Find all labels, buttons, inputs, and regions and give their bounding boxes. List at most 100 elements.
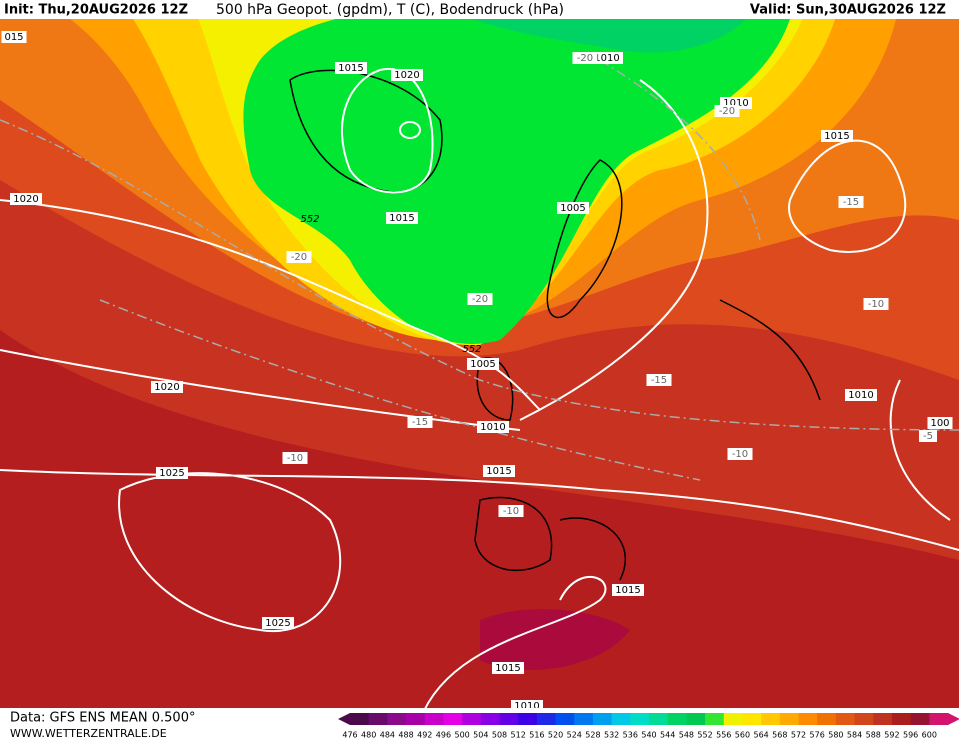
scale-label: 572 (791, 731, 806, 740)
isobar-label: 1025 (159, 468, 184, 479)
scale-label: 600 (922, 731, 937, 740)
scale-swatch (462, 713, 482, 725)
label-box (919, 430, 937, 442)
scale-swatch (854, 713, 874, 725)
scale-label: 580 (828, 731, 843, 740)
scale-label: 532 (604, 731, 619, 740)
scale-label: 520 (548, 731, 563, 740)
scale-swatch (798, 713, 818, 725)
label-box (821, 130, 853, 142)
scale-swatch (555, 713, 575, 725)
label-box (927, 417, 953, 429)
scale-label: 476 (342, 731, 357, 740)
label-box (557, 202, 589, 214)
scale-label: 588 (866, 731, 881, 740)
scale-swatch (443, 713, 463, 725)
scale-label: 584 (847, 731, 862, 740)
data-source: Data: GFS ENS MEAN 0.500° (10, 711, 195, 726)
temperature-label: -20 (472, 294, 488, 305)
temperature-label: -20 (291, 252, 307, 263)
scale-label: 552 (697, 731, 712, 740)
scale-swatch (742, 713, 762, 725)
label-box (727, 448, 753, 460)
isobar-label: 1010 (514, 701, 539, 712)
temperature-label: -15 (843, 197, 859, 208)
temperature-label: -10 (732, 449, 748, 460)
temperature-label: -20 (719, 106, 735, 117)
scale-label: 480 (361, 731, 376, 740)
label-box (286, 251, 312, 263)
scale-swatch (910, 713, 930, 725)
temperature-label: -15 (412, 417, 428, 428)
init-time: Init: Thu,20AUG2026 12Z (4, 3, 188, 18)
isobar-label: 1025 (265, 618, 290, 629)
isobar-label: 1010 (723, 98, 748, 109)
scale-label: 536 (623, 731, 638, 740)
scale-swatch (649, 713, 669, 725)
scale-label: 564 (753, 731, 768, 740)
scale-swatch (723, 713, 743, 725)
scale-label: 524 (567, 731, 582, 740)
scale-swatch (480, 713, 500, 725)
label-box (391, 69, 423, 81)
scale-swatch (536, 713, 557, 725)
label-box (714, 105, 740, 117)
valid-time: Valid: Sun,30AUG2026 12Z (750, 3, 946, 18)
scale-swatch (368, 713, 388, 725)
scale-swatch (592, 713, 613, 725)
temperature-label: -10 (287, 453, 303, 464)
scale-swatch (350, 713, 370, 725)
scale-label: 500 (454, 731, 469, 740)
scale-label: 560 (735, 731, 750, 740)
scale-label: 576 (810, 731, 825, 740)
scale-swatch (630, 713, 650, 725)
label-box (572, 52, 598, 64)
scale-label: 484 (380, 731, 395, 740)
scale-swatch (761, 713, 781, 725)
scale-swatch (387, 713, 407, 725)
label-box (591, 52, 623, 64)
scale-label: 596 (903, 731, 918, 740)
isobar-label: 1015 (338, 63, 363, 74)
label-box (151, 381, 183, 393)
isobar-label: 1020 (394, 70, 419, 81)
scale-label: 592 (884, 731, 899, 740)
label-box (1, 31, 27, 43)
scale-label: 544 (660, 731, 675, 740)
scale-label: 528 (585, 731, 600, 740)
isobar-label: 100 (930, 418, 949, 429)
label-box (386, 212, 418, 224)
scale-label: 516 (529, 731, 544, 740)
scale-label: 496 (436, 731, 451, 740)
isobar-label: 1015 (389, 213, 414, 224)
label-box (483, 465, 515, 477)
scale-label: 568 (772, 731, 787, 740)
scale-swatch (406, 713, 426, 725)
isobar-label: 1010 (848, 390, 873, 401)
scale-arrow-right (948, 713, 959, 725)
scale-swatch (835, 713, 856, 725)
scale-swatch (929, 713, 949, 725)
label-box (156, 467, 188, 479)
isobar-label: 1015 (486, 466, 511, 477)
scale-swatch (817, 713, 837, 725)
label-box (282, 452, 308, 464)
label-box (498, 505, 524, 517)
label-box (262, 617, 294, 629)
temperature-label: -15 (651, 375, 667, 386)
scale-label: 548 (679, 731, 694, 740)
label-box (492, 662, 524, 674)
isobar-label: 1010 (594, 53, 619, 64)
temperature-label: -10 (503, 506, 519, 517)
geopotential-label: 552 (300, 214, 319, 225)
scale-swatch (873, 713, 893, 725)
scale-label: 512 (511, 731, 526, 740)
label-box (477, 421, 509, 433)
scale-swatch (686, 713, 706, 725)
temperature-label: -20 (577, 53, 593, 64)
label-box (10, 193, 42, 205)
isobar-label: 1010 (480, 422, 505, 433)
label-box (845, 389, 877, 401)
geopotential-label: 552 (462, 344, 481, 355)
